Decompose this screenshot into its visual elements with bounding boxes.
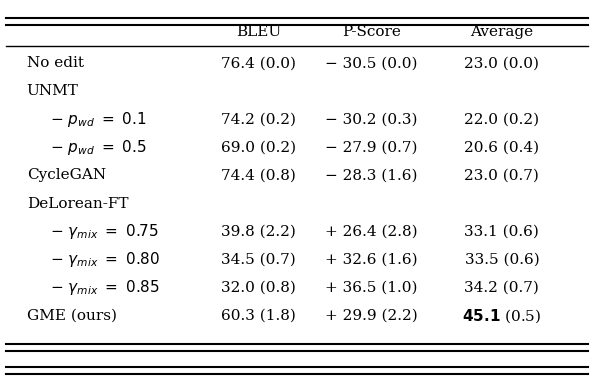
Text: $-\ \gamma_{mix}\ =\ 0.80$: $-\ \gamma_{mix}\ =\ 0.80$ [50,250,160,269]
Text: 32.0 (0.8): 32.0 (0.8) [221,281,296,295]
Text: P-Score: P-Score [342,25,401,39]
Text: 23.0 (0.0): 23.0 (0.0) [465,56,539,70]
Text: CycleGAN: CycleGAN [27,168,106,183]
Text: 33.5 (0.6): 33.5 (0.6) [465,253,539,267]
Text: $-\ p_{wd}\ =\ 0.5$: $-\ p_{wd}\ =\ 0.5$ [50,138,147,157]
Text: − 27.9 (0.7): − 27.9 (0.7) [325,140,418,154]
Text: − 30.2 (0.3): − 30.2 (0.3) [325,112,418,126]
Text: 33.1 (0.6): 33.1 (0.6) [465,225,539,239]
Text: + 32.6 (1.6): + 32.6 (1.6) [325,253,418,267]
Text: 22.0 (0.2): 22.0 (0.2) [465,112,539,126]
Text: 34.2 (0.7): 34.2 (0.7) [465,281,539,295]
Text: 34.5 (0.7): 34.5 (0.7) [221,253,296,267]
Text: − 30.5 (0.0): − 30.5 (0.0) [325,56,418,70]
Text: BLEU: BLEU [236,25,281,39]
Text: − 28.3 (1.6): − 28.3 (1.6) [325,168,418,183]
Text: Average: Average [470,25,533,39]
Text: $-\ \gamma_{mix}\ =\ 0.85$: $-\ \gamma_{mix}\ =\ 0.85$ [50,278,160,297]
Text: + 29.9 (2.2): + 29.9 (2.2) [325,309,418,323]
Text: No edit: No edit [27,56,84,70]
Text: 39.8 (2.2): 39.8 (2.2) [221,225,296,239]
Text: $-\ p_{wd}\ =\ 0.1$: $-\ p_{wd}\ =\ 0.1$ [50,110,147,129]
Text: 23.0 (0.7): 23.0 (0.7) [465,168,539,183]
Text: 74.4 (0.8): 74.4 (0.8) [221,168,296,183]
Text: $\mathbf{45.1}$ (0.5): $\mathbf{45.1}$ (0.5) [462,307,542,325]
Text: 60.3 (1.8): 60.3 (1.8) [221,309,296,323]
Text: + 26.4 (2.8): + 26.4 (2.8) [325,225,418,239]
Text: DeLorean-FT: DeLorean-FT [27,197,128,211]
Text: 74.2 (0.2): 74.2 (0.2) [221,112,296,126]
Text: + 36.5 (1.0): + 36.5 (1.0) [325,281,418,295]
Text: $-\ \gamma_{mix}\ =\ 0.75$: $-\ \gamma_{mix}\ =\ 0.75$ [50,222,159,241]
Text: GME (ours): GME (ours) [27,309,117,323]
Text: 20.6 (0.4): 20.6 (0.4) [465,140,539,154]
Text: UNMT: UNMT [27,84,78,98]
Text: 69.0 (0.2): 69.0 (0.2) [221,140,296,154]
Text: 76.4 (0.0): 76.4 (0.0) [221,56,296,70]
